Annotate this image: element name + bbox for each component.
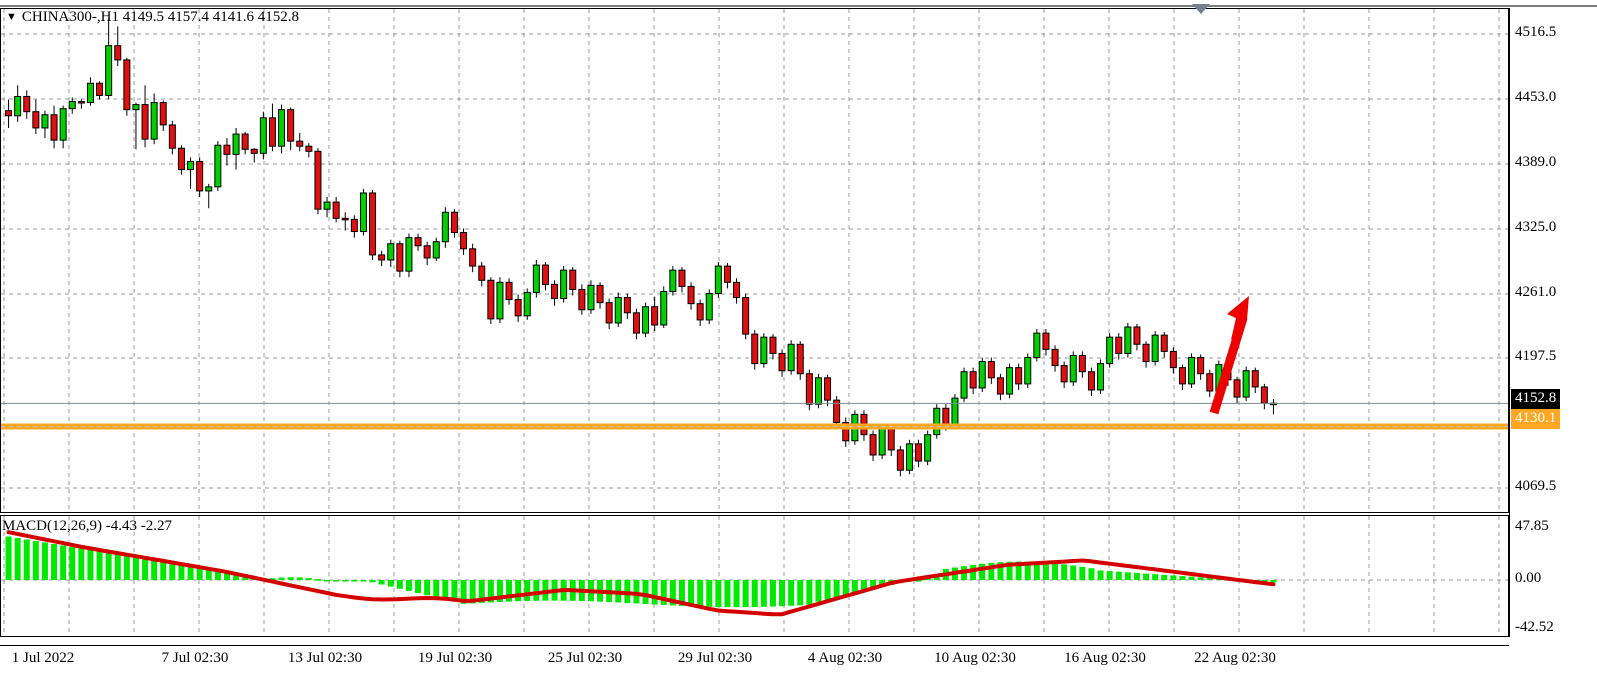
price-tick-label: 4516.5 xyxy=(1515,24,1557,40)
chart-position-marker-icon xyxy=(1192,4,1210,14)
time-tick-label: 25 Jul 02:30 xyxy=(547,650,623,666)
macd-tick-label: -42.52 xyxy=(1515,619,1554,635)
symbol-ohlc-text: CHINA300-,H1 4149.5 4157.4 4141.6 4152.8 xyxy=(21,9,299,25)
time-axis-line xyxy=(0,645,1509,646)
time-tick-label: 13 Jul 02:30 xyxy=(287,650,363,666)
macd-indicator-panel[interactable] xyxy=(0,515,1509,637)
macd-tick-label: 47.85 xyxy=(1515,518,1549,534)
macd-gridlines xyxy=(1,516,1508,636)
macd-tick-label: 0.00 xyxy=(1515,570,1542,586)
symbol-info-header: ▼ CHINA300-,H1 4149.5 4157.4 4141.6 4152.… xyxy=(6,9,299,26)
price-chart-panel[interactable] xyxy=(0,8,1509,513)
price-tick-label: 4389.0 xyxy=(1515,154,1557,170)
macd-label: MACD(12,26,9) -4.43 -2.27 xyxy=(2,518,172,534)
time-tick-label: 10 Aug 02:30 xyxy=(934,650,1016,666)
price-axis-separator xyxy=(1509,8,1510,637)
window-top-border xyxy=(0,5,1597,7)
price-tick-label: 4325.0 xyxy=(1515,219,1557,235)
time-tick-label: 1 Jul 2022 xyxy=(11,650,75,666)
price-tick-label: 4453.0 xyxy=(1515,89,1557,105)
time-tick-label: 4 Aug 02:30 xyxy=(807,650,883,666)
last-price-badge: 4152.8 xyxy=(1511,389,1561,409)
price-tick-label: 4069.5 xyxy=(1515,478,1557,494)
price-axis[interactable] xyxy=(1509,8,1597,637)
time-tick-label: 7 Jul 02:30 xyxy=(161,650,229,666)
price-tick-label: 4197.5 xyxy=(1515,348,1557,364)
price-gridlines xyxy=(1,9,1508,512)
time-tick-label: 29 Jul 02:30 xyxy=(677,650,753,666)
time-tick-label: 16 Aug 02:30 xyxy=(1064,650,1146,666)
triangle-down-icon[interactable]: ▼ xyxy=(6,11,17,23)
price-tick-label: 4261.0 xyxy=(1515,284,1557,300)
time-tick-label: 19 Jul 02:30 xyxy=(417,650,493,666)
support-price-badge: 4130.1 xyxy=(1511,409,1561,429)
time-tick-label: 22 Aug 02:30 xyxy=(1194,650,1276,666)
